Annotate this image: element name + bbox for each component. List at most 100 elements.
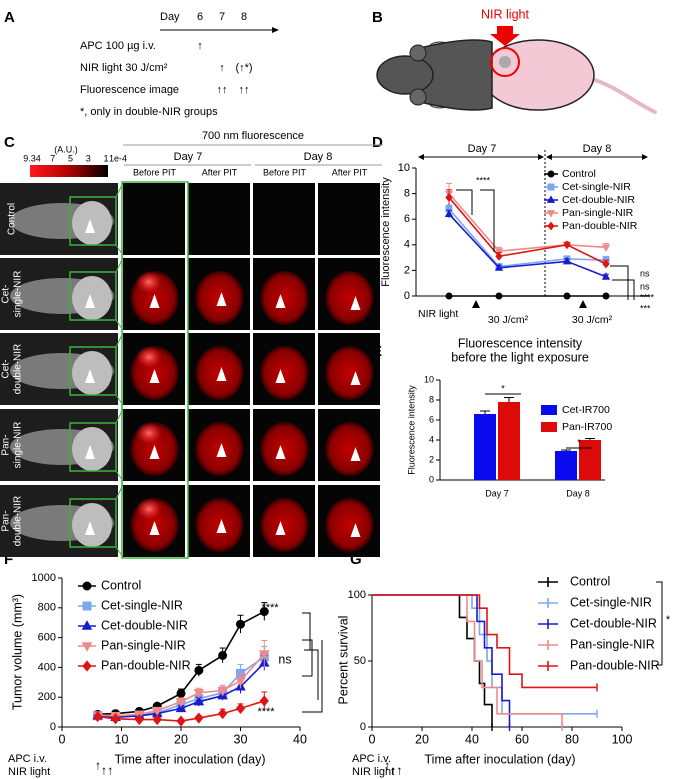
zoom-box (69, 422, 117, 472)
day-header: Day 7 (174, 151, 203, 163)
marker (444, 209, 454, 217)
x-tick-label: 40 (293, 732, 307, 746)
y-axis-label: Tumor volume (mm³) (10, 594, 24, 710)
light-dose: 30 J/cm² (488, 314, 529, 326)
mouse-illustration: NIR light (376, 7, 657, 114)
marker (563, 292, 571, 300)
arrowhead (85, 521, 95, 535)
series-line (448, 193, 607, 253)
treatment-label: APC i.v. (352, 753, 391, 765)
schedule-mark: ↑↑ (217, 84, 228, 96)
arrow (546, 154, 552, 160)
x-axis-label: Time after inoculation (day) (425, 752, 576, 766)
row-label: single-NIR (13, 271, 24, 318)
fluorescence-signal (325, 498, 374, 552)
bar (498, 402, 520, 480)
row-label: double-NIR (13, 344, 24, 395)
x-tick-label: 20 (174, 732, 188, 746)
row-label: Pan- (1, 434, 12, 455)
row-label: double-NIR (13, 496, 24, 547)
legend-label: Cet-IR700 (562, 404, 610, 416)
arrowhead (350, 371, 361, 385)
panel-label: A (4, 9, 15, 26)
marker (445, 193, 453, 202)
treatment-label: APC i.v. (8, 753, 47, 765)
significance-bracket (302, 639, 313, 677)
mouse-tail (586, 76, 657, 114)
marker (495, 251, 503, 261)
arrowhead (350, 447, 361, 461)
colorbar-tick: 7 (50, 153, 55, 163)
marker (110, 713, 121, 725)
marker (235, 677, 246, 687)
marker (193, 689, 205, 699)
fluorescence-image (123, 183, 185, 255)
fluorescence-hotspot (136, 271, 162, 293)
panel-label: B (372, 9, 383, 26)
arrowhead (149, 369, 160, 383)
marker (236, 619, 245, 629)
marker (259, 650, 270, 660)
marker (81, 642, 93, 652)
y-tick-label: 10 (424, 374, 434, 384)
treatment-arrow: ↑↑ (390, 763, 403, 777)
light-label: NIR light (481, 7, 529, 21)
column-label: Before PIT (263, 167, 307, 177)
arrowhead (275, 294, 286, 308)
treatment-label: NIR light (352, 766, 394, 778)
mouse-silhouette (72, 276, 112, 320)
fluorescence-signal (325, 422, 374, 476)
legend-symbol (538, 619, 558, 629)
mouse-ear (409, 44, 427, 62)
annotation: * (501, 383, 505, 393)
marker (602, 292, 610, 300)
day-label: Day 7 (468, 143, 497, 155)
marker (176, 715, 186, 727)
marker (259, 695, 269, 707)
survival-curve (372, 594, 511, 727)
legend-label: Pan-double-NIR (570, 658, 660, 672)
light-dose: 30 J/cm² (572, 314, 613, 326)
marker (494, 263, 504, 271)
arrowhead (85, 294, 95, 308)
annotation: **** (476, 175, 491, 185)
schedule-label: APC 100 µg i.v. (80, 40, 156, 52)
x-tick-label: 10 (115, 732, 129, 746)
marker (176, 688, 186, 698)
schedule-label: NIR light 30 J/cm² (80, 62, 168, 74)
fluorescence-signal (260, 271, 309, 325)
schedule-mark: (↑*) (235, 62, 252, 74)
legend-label: Cet-double-NIR (101, 618, 188, 632)
legend-label: Cet-single-NIR (570, 595, 652, 609)
y-tick-label: 400 (38, 661, 56, 673)
x-axis-label: Time after inoculation (day) (115, 752, 266, 766)
marker (217, 708, 228, 720)
column-label: After PIT (332, 167, 368, 177)
schedule-mark: ↑↑ (239, 84, 250, 96)
panel-label: D (372, 134, 383, 151)
legend-label: Pan-double-NIR (562, 220, 638, 232)
row-label: Pan- (1, 510, 12, 531)
y-axis-label: Percent survival (336, 616, 350, 705)
y-tick-label: 6 (429, 414, 434, 424)
marker (82, 660, 92, 672)
timeline-arrow (272, 27, 279, 33)
arrowhead (275, 445, 286, 459)
y-tick-label: 4 (404, 239, 410, 251)
marker (259, 607, 269, 617)
tumor-ring (490, 47, 520, 77)
significance-bracket (610, 265, 635, 300)
marker (152, 713, 162, 726)
marker (193, 695, 205, 706)
arrowhead (85, 369, 95, 383)
arrowhead (216, 519, 227, 533)
legend-symbol (538, 661, 558, 671)
colorbar-exponent: 1e-4 (109, 153, 127, 163)
marker (235, 702, 246, 714)
marker (93, 710, 103, 723)
fluorescence-signal (260, 422, 309, 476)
marker (445, 292, 453, 300)
tumor (499, 56, 511, 68)
arrowhead (149, 445, 160, 459)
annotation: **** (261, 602, 279, 614)
